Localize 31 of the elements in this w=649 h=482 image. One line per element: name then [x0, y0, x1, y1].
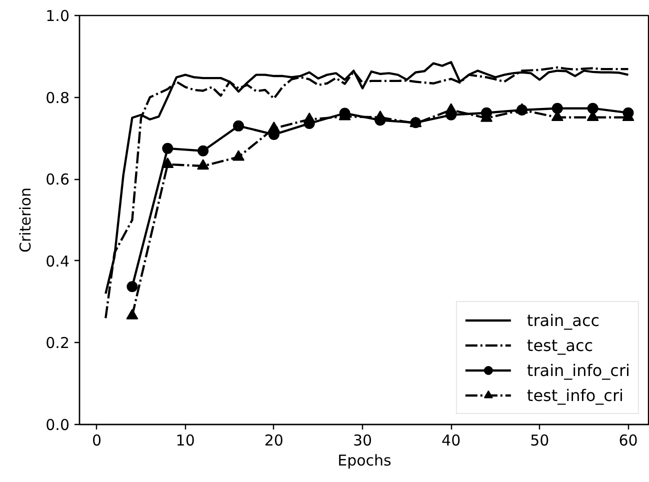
x-tick-label: 0	[92, 432, 102, 450]
x-tick-label: 10	[176, 432, 195, 450]
y-axis-title: Criterion	[16, 188, 35, 252]
point	[587, 102, 598, 114]
y-tick-label: 0.6	[46, 170, 70, 189]
x-tick-label: 50	[530, 432, 550, 450]
x-tick-label: 40	[442, 432, 461, 450]
x-tick-label: 20	[264, 432, 284, 450]
point	[162, 158, 174, 168]
x-axis-title: Epochs	[338, 452, 392, 470]
legend-label: train_acc	[526, 310, 600, 330]
y-tick-label: 0.2	[46, 334, 70, 352]
point	[552, 102, 563, 114]
point	[268, 122, 280, 132]
point	[445, 103, 458, 114]
point	[232, 150, 244, 161]
legend-label: test_acc	[526, 336, 594, 354]
point	[197, 159, 210, 170]
point	[233, 120, 244, 132]
y-tick-label: 1.0	[46, 7, 70, 25]
point	[126, 308, 138, 320]
point	[162, 142, 174, 154]
legend-label: test_info_cri	[526, 386, 624, 404]
point	[198, 145, 209, 156]
y-tick-label: 0.8	[46, 88, 70, 107]
x-tick-label: 30	[352, 432, 372, 450]
legend-label: train_info_cri	[526, 360, 630, 380]
y-tick-label: 0.4	[46, 252, 70, 270]
x-tick-label: 60	[618, 432, 638, 450]
y-tick-label: 0.0	[46, 416, 70, 434]
point	[303, 112, 316, 124]
